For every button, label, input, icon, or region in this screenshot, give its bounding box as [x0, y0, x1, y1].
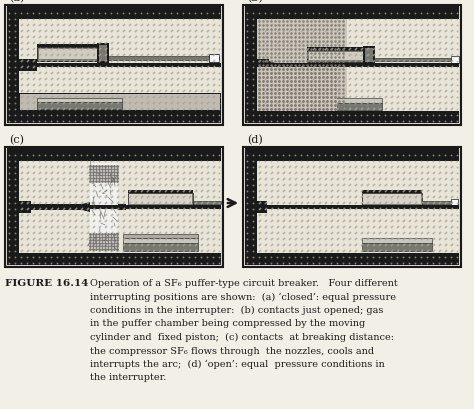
Text: FIGURE 16.14: FIGURE 16.14 — [5, 279, 88, 288]
Bar — [362, 193, 422, 205]
Bar — [19, 205, 221, 209]
Bar — [362, 190, 422, 193]
Text: interrupts the arc;  (d) ‘open’: equal  pressure conditions in: interrupts the arc; (d) ‘open’: equal pr… — [90, 360, 385, 369]
Bar — [31, 204, 90, 210]
Bar — [422, 201, 456, 204]
Bar — [102, 56, 217, 60]
Bar — [20, 62, 220, 68]
Bar — [19, 161, 221, 253]
Polygon shape — [82, 202, 90, 212]
Bar — [193, 201, 221, 204]
Bar — [7, 51, 19, 77]
Bar — [363, 46, 375, 64]
Bar — [245, 252, 459, 265]
Bar — [37, 102, 122, 109]
Text: interrupting positions are shown:  (a) ‘closed’: equal pressure: interrupting positions are shown: (a) ‘c… — [90, 292, 396, 302]
Bar — [7, 43, 221, 57]
Text: (b): (b) — [247, 0, 263, 3]
Bar — [257, 19, 459, 111]
Text: in the puffer chamber being compressed by the moving: in the puffer chamber being compressed b… — [90, 319, 365, 328]
Polygon shape — [269, 61, 275, 69]
Bar — [309, 52, 365, 60]
Text: cylinder and  fixed piston;  (c) contacts  at breaking distance:: cylinder and fixed piston; (c) contacts … — [90, 333, 394, 342]
Bar — [209, 54, 219, 62]
Bar — [37, 44, 102, 47]
Bar — [307, 47, 367, 50]
Text: Operation of a SF₆ puffer-type circuit breaker.   Four different: Operation of a SF₆ puffer-type circuit b… — [90, 279, 398, 288]
Text: the interrupter.: the interrupter. — [90, 373, 166, 382]
Bar — [257, 63, 459, 67]
Bar — [123, 238, 198, 243]
Bar — [19, 19, 221, 111]
Bar — [257, 161, 459, 253]
Bar — [245, 6, 459, 19]
Bar — [7, 252, 221, 265]
Text: (d): (d) — [247, 135, 263, 145]
Bar — [19, 47, 221, 61]
Bar — [362, 243, 432, 251]
Bar — [97, 43, 109, 63]
Text: (a): (a) — [9, 0, 24, 3]
Bar — [257, 19, 347, 111]
Bar — [245, 149, 258, 265]
Bar — [245, 110, 459, 123]
Text: conditions in the interrupter:  (b) contacts just opened; gas: conditions in the interrupter: (b) conta… — [90, 306, 383, 315]
Bar — [5, 5, 223, 125]
Bar — [19, 93, 221, 111]
Bar — [99, 45, 107, 61]
Bar — [5, 147, 223, 267]
Bar — [245, 7, 258, 123]
Bar — [123, 234, 198, 238]
Bar — [19, 59, 37, 71]
Bar — [19, 47, 221, 61]
Bar — [7, 149, 20, 265]
Bar — [118, 204, 126, 210]
Bar — [7, 7, 20, 123]
Bar — [128, 193, 193, 205]
Bar — [7, 148, 221, 161]
Bar — [37, 47, 102, 61]
Bar — [307, 50, 367, 62]
Bar — [363, 194, 421, 204]
Bar — [128, 190, 193, 193]
Bar — [451, 199, 458, 206]
Bar — [39, 49, 100, 59]
Text: (c): (c) — [9, 135, 24, 145]
Bar — [362, 238, 432, 243]
Bar — [19, 201, 31, 213]
Bar — [245, 148, 459, 161]
Bar — [257, 67, 337, 111]
Bar — [307, 103, 382, 110]
Bar — [257, 205, 459, 209]
Bar — [129, 194, 192, 204]
Bar — [243, 147, 461, 267]
Bar — [19, 63, 221, 67]
Bar — [307, 98, 382, 103]
Bar — [19, 61, 221, 69]
Bar — [451, 56, 459, 63]
Bar — [375, 58, 457, 61]
Bar — [90, 163, 118, 251]
Bar — [7, 110, 221, 123]
Bar — [37, 98, 122, 102]
Bar — [20, 94, 220, 110]
Bar — [7, 6, 221, 19]
Bar — [257, 59, 269, 71]
Text: the compressor SF₆ flows through  the nozzles, cools and: the compressor SF₆ flows through the noz… — [90, 346, 374, 355]
Bar — [7, 5, 21, 57]
Bar — [257, 201, 267, 213]
Bar — [365, 48, 373, 62]
Bar — [123, 243, 198, 251]
Bar — [243, 5, 461, 125]
